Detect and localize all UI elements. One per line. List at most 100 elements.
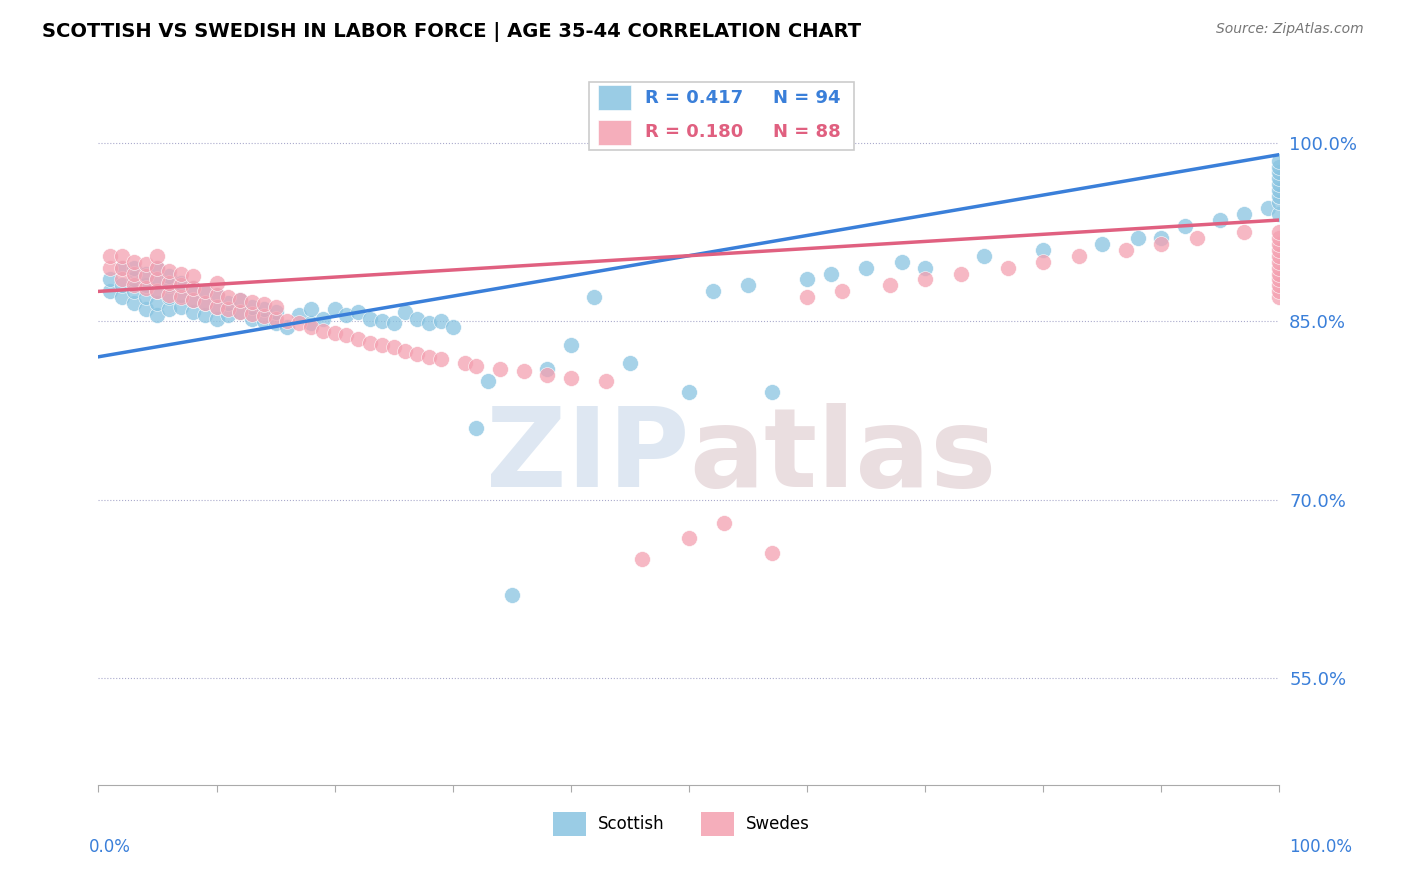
Point bbox=[181, 293, 204, 307]
Point bbox=[1115, 243, 1137, 257]
Point bbox=[820, 267, 842, 281]
Point bbox=[501, 588, 523, 602]
Text: 100.0%: 100.0% bbox=[1289, 838, 1353, 855]
Point bbox=[1268, 290, 1291, 304]
Point bbox=[761, 546, 783, 560]
Point bbox=[477, 374, 499, 388]
Point bbox=[1174, 219, 1197, 233]
Point bbox=[299, 320, 322, 334]
Point bbox=[761, 385, 783, 400]
Point bbox=[335, 308, 357, 322]
Point bbox=[146, 272, 169, 286]
Point bbox=[1268, 254, 1291, 268]
Point bbox=[157, 268, 180, 283]
Point bbox=[997, 260, 1019, 275]
Text: N = 94: N = 94 bbox=[773, 89, 841, 107]
Point bbox=[418, 350, 440, 364]
Point bbox=[1268, 267, 1291, 281]
Point bbox=[1268, 171, 1291, 186]
Point bbox=[170, 290, 193, 304]
Point bbox=[217, 308, 239, 322]
Point bbox=[1032, 243, 1054, 257]
Point bbox=[879, 278, 901, 293]
Point bbox=[595, 374, 617, 388]
Point bbox=[205, 300, 228, 314]
Point bbox=[382, 317, 405, 331]
Point bbox=[111, 260, 134, 275]
Bar bbox=[598, 86, 631, 111]
Point bbox=[288, 308, 311, 322]
Point bbox=[170, 267, 193, 281]
Point bbox=[536, 361, 558, 376]
Point bbox=[1268, 178, 1291, 192]
Point bbox=[264, 300, 287, 314]
Point bbox=[240, 295, 263, 310]
Point bbox=[146, 260, 169, 275]
Point bbox=[253, 314, 276, 328]
Point bbox=[146, 308, 169, 322]
Point bbox=[855, 260, 877, 275]
Point bbox=[619, 356, 641, 370]
Point bbox=[135, 281, 157, 295]
Point bbox=[418, 317, 440, 331]
Point bbox=[1268, 153, 1291, 168]
Point bbox=[1067, 249, 1090, 263]
Text: R = 0.417: R = 0.417 bbox=[645, 89, 744, 107]
Point bbox=[630, 552, 652, 566]
Point bbox=[98, 285, 121, 299]
Point bbox=[157, 264, 180, 278]
Point bbox=[111, 249, 134, 263]
Point bbox=[146, 285, 169, 299]
Point bbox=[713, 516, 735, 531]
Point bbox=[1268, 272, 1291, 286]
Point bbox=[146, 296, 169, 310]
Point bbox=[181, 268, 204, 283]
Point bbox=[205, 288, 228, 302]
Point bbox=[205, 288, 228, 302]
Point bbox=[111, 290, 134, 304]
Point bbox=[146, 260, 169, 275]
Bar bbox=[700, 813, 734, 837]
Point bbox=[796, 272, 818, 286]
Point bbox=[217, 290, 239, 304]
Point bbox=[264, 317, 287, 331]
Point bbox=[347, 332, 370, 346]
Text: N = 88: N = 88 bbox=[773, 123, 841, 141]
Point bbox=[1268, 225, 1291, 239]
Point bbox=[229, 304, 252, 318]
Point bbox=[240, 311, 263, 326]
Point bbox=[323, 326, 346, 340]
Point bbox=[122, 260, 145, 275]
Point bbox=[1268, 243, 1291, 257]
Point bbox=[560, 338, 582, 352]
Point bbox=[1268, 183, 1291, 197]
Point bbox=[465, 359, 488, 374]
Point bbox=[253, 297, 276, 311]
Point bbox=[1268, 189, 1291, 203]
Point bbox=[229, 293, 252, 307]
Point bbox=[890, 254, 912, 268]
Point bbox=[135, 267, 157, 281]
Text: atlas: atlas bbox=[689, 403, 997, 510]
Point bbox=[489, 361, 512, 376]
Point bbox=[1268, 160, 1291, 174]
Point bbox=[205, 276, 228, 290]
Point bbox=[264, 304, 287, 318]
Point bbox=[229, 293, 252, 307]
Point bbox=[122, 254, 145, 268]
Point bbox=[181, 281, 204, 295]
Point bbox=[194, 296, 217, 310]
Point bbox=[312, 311, 335, 326]
Point bbox=[157, 302, 180, 317]
Point bbox=[1268, 285, 1291, 299]
Point bbox=[1126, 231, 1149, 245]
Point bbox=[157, 290, 180, 304]
Point bbox=[1268, 278, 1291, 293]
Point bbox=[323, 302, 346, 317]
Point bbox=[217, 296, 239, 310]
Point bbox=[1268, 207, 1291, 221]
Point bbox=[229, 304, 252, 318]
Point bbox=[194, 285, 217, 299]
Point bbox=[914, 260, 936, 275]
Point bbox=[1150, 231, 1173, 245]
